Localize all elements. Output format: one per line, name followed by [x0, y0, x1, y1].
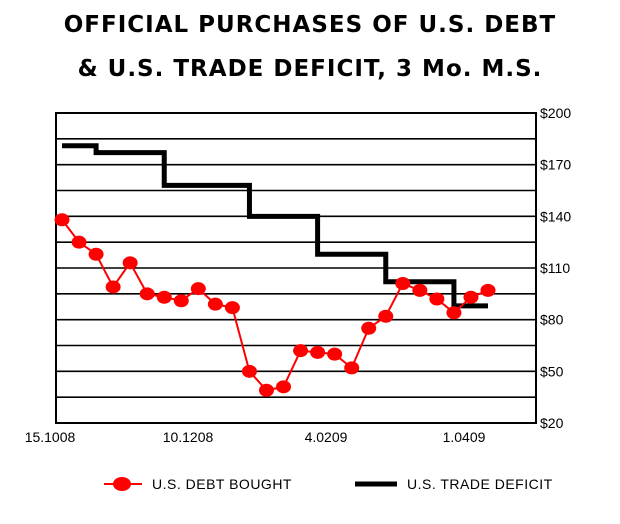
legend-item-trade-deficit: U.S. TRADE DEFICIT	[355, 476, 553, 492]
y-tick-label: $110	[540, 260, 570, 276]
debt-bought-point	[190, 282, 206, 296]
debt-bought-point	[241, 364, 257, 378]
debt-bought-point	[378, 309, 394, 323]
y-tick-label: $200	[540, 105, 571, 121]
debt-bought-point	[344, 361, 360, 375]
debt-bought-point	[207, 297, 223, 311]
debt-bought-point	[429, 292, 445, 306]
y-tick-label: $140	[540, 208, 571, 224]
debt-bought-point	[480, 283, 496, 297]
x-axis: 15.1008 10.1208 4.0209 1.0409	[25, 429, 486, 445]
debt-bought-point	[463, 290, 479, 304]
debt-bought-point	[173, 294, 189, 308]
x-tick-label: 10.1208	[163, 429, 214, 445]
debt-bought-point	[88, 247, 104, 261]
legend: U.S. DEBT BOUGHT U.S. TRADE DEFICIT	[104, 476, 553, 492]
debt-bought-point	[105, 280, 121, 294]
debt-bought-point	[293, 344, 309, 358]
series-trade-deficit	[62, 143, 488, 309]
legend-label-debt-bought: U.S. DEBT BOUGHT	[152, 476, 292, 492]
legend-marker-debt-bought	[113, 477, 131, 491]
debt-bought-point	[258, 383, 274, 397]
debt-bought-point	[395, 277, 411, 290]
debt-bought-point	[327, 347, 343, 361]
debt-bought-point	[224, 301, 240, 315]
debt-bought-point	[361, 321, 377, 335]
debt-bought-point	[412, 283, 428, 297]
y-tick-label: $170	[540, 157, 571, 173]
y-tick-label: $20	[540, 415, 564, 431]
debt-bought-line	[61, 219, 489, 392]
legend-label-trade-deficit: U.S. TRADE DEFICIT	[407, 476, 553, 492]
x-tick-label: 4.0209	[305, 429, 348, 445]
x-tick-label: 15.1008	[25, 429, 76, 445]
y-tick-label: $50	[540, 363, 564, 379]
legend-item-debt-bought: U.S. DEBT BOUGHT	[104, 476, 292, 492]
debt-bought-point	[446, 306, 462, 320]
plot-frame	[55, 112, 537, 424]
chart-title-line-2: & U.S. TRADE DEFICIT, 3 Mo. M.S.	[77, 56, 543, 82]
debt-bought-point	[54, 213, 70, 227]
debt-bought-point	[276, 380, 292, 394]
chart-title-line-1: OFFICIAL PURCHASES OF U.S. DEBT	[63, 12, 557, 38]
debt-bought-point	[139, 287, 155, 301]
debt-bought-point	[71, 235, 87, 249]
debt-bought-point	[156, 290, 172, 304]
x-tick-label: 1.0409	[443, 429, 486, 445]
debt-bought-point	[310, 345, 326, 359]
y-axis: $200 $170 $140 $110 $80 $50 $20	[540, 105, 571, 431]
y-tick-label: $80	[540, 312, 564, 328]
debt-bought-point	[122, 256, 138, 270]
trade-deficit-line	[62, 143, 488, 309]
series-debt-bought	[54, 213, 496, 397]
